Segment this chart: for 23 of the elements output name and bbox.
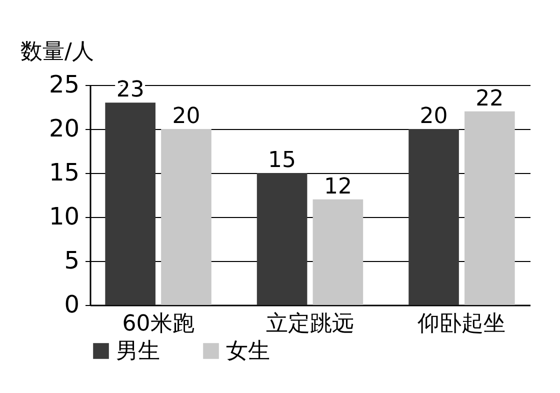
y-tick-label: 15 [48, 158, 80, 186]
legend-label: 男生 [116, 339, 160, 364]
y-tick-label: 5 [64, 246, 80, 274]
bar [161, 129, 212, 305]
data-label: 20 [420, 104, 448, 129]
x-tick-label: 立定跳远 [266, 312, 354, 336]
y-tick-label: 10 [48, 202, 80, 230]
bar [464, 111, 515, 305]
bar [408, 129, 459, 305]
data-label: 12 [324, 174, 352, 200]
y-axis-title: 数量/人 [20, 40, 94, 64]
y-tick-label: 20 [48, 114, 80, 142]
bar [105, 102, 156, 305]
y-tick-label: 0 [64, 290, 80, 318]
x-tick-label: 60米跑 [122, 312, 194, 336]
data-label: 15 [268, 148, 296, 173]
data-label: 22 [476, 86, 504, 112]
x-tick-label: 仰卧起坐 [418, 312, 506, 336]
bar [312, 199, 364, 305]
bar [256, 173, 308, 305]
data-label: 20 [172, 104, 200, 129]
y-tick-label: 25 [48, 70, 80, 98]
legend-label: 女生 [226, 339, 270, 364]
